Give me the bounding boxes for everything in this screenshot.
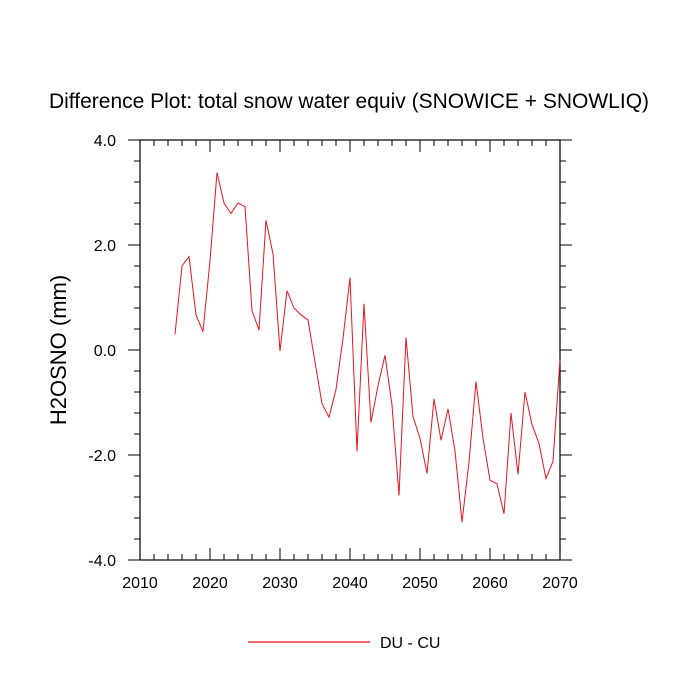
x-tick-label: 2020 — [192, 575, 228, 592]
x-tick-label: 2050 — [402, 575, 438, 592]
y-tick-label: -4.0 — [88, 553, 116, 570]
x-tick-label: 2060 — [472, 575, 508, 592]
axis-ticks: 2010 2020 2030 2040 2050 2060 2070 -4.0 -2.0 0.0 2… — [88, 133, 577, 592]
y-tick-label: 0.0 — [94, 343, 116, 360]
x-tick-label: 2040 — [332, 575, 368, 592]
chart-title: Difference Plot: total snow water equiv … — [49, 90, 649, 113]
legend-label-du-cu: DU - CU — [380, 635, 440, 652]
x-tick-label: 2070 — [542, 575, 578, 592]
x-tick-label: 2010 — [122, 575, 158, 592]
y-axis-label: H2OSNO (mm) — [46, 275, 71, 425]
y-tick-label: -2.0 — [88, 448, 116, 465]
plot-frame — [139, 139, 561, 561]
y-tick-label: 4.0 — [94, 133, 116, 150]
y-tick-label: 2.0 — [94, 238, 116, 255]
series-layer — [174, 172, 561, 523]
legend: DU - CU — [248, 635, 440, 652]
series-line-0 — [174, 172, 561, 523]
x-tick-label: 2030 — [262, 575, 298, 592]
